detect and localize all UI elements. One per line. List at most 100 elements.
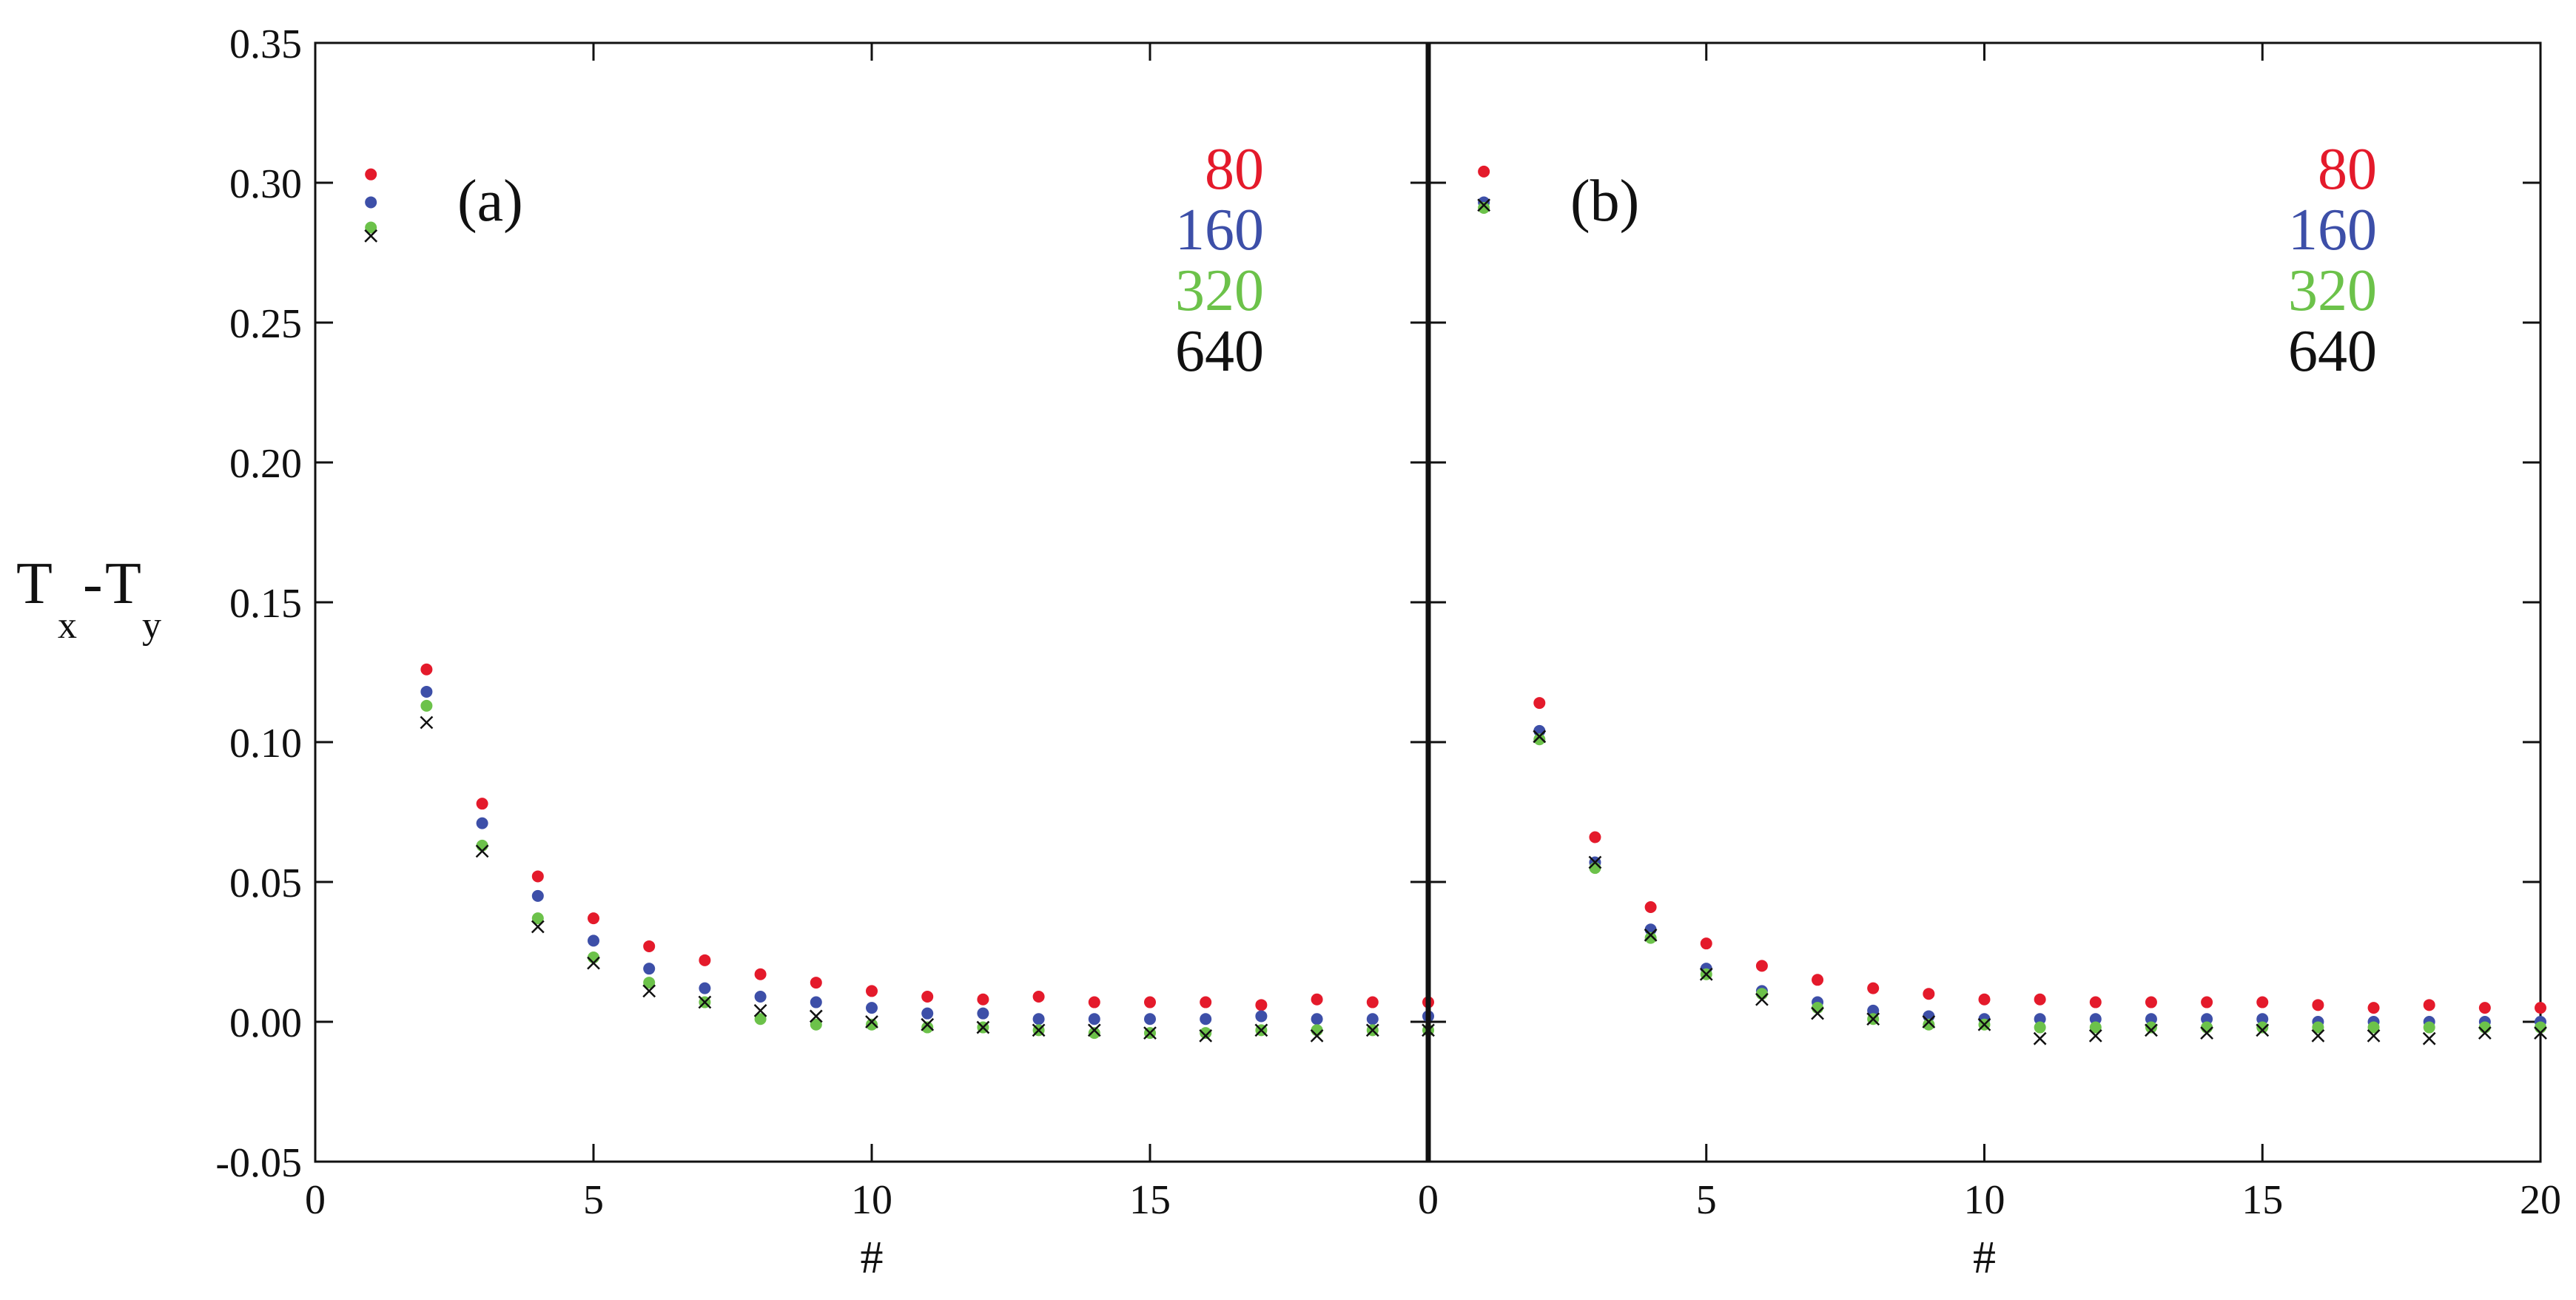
data-point (2534, 1026, 2547, 1040)
data-point (588, 952, 599, 964)
data-point (1088, 996, 1100, 1008)
data-point (1533, 733, 1546, 746)
data-point (921, 1007, 934, 1020)
data-point (2478, 1026, 2492, 1040)
y-tick-label: -0.05 (215, 1140, 302, 1186)
data-point (2312, 999, 2324, 1011)
data-point (2256, 1013, 2269, 1025)
data-point (1812, 974, 1824, 986)
data-point (1644, 932, 1657, 944)
data-point (1811, 1006, 1824, 1020)
legend-entry: 320 (2288, 258, 2377, 323)
data-point (2145, 996, 2157, 1008)
data-point (1255, 1010, 1268, 1023)
data-point (976, 1020, 990, 1034)
data-point (2256, 996, 2269, 1008)
data-point (476, 817, 488, 829)
y-axis-title-sub1: x (58, 604, 77, 647)
data-point (2034, 1021, 2046, 1034)
data-point (1977, 1017, 1991, 1031)
data-point (1199, 1029, 1213, 1043)
data-point (754, 1013, 767, 1025)
x-tick-label: 10 (1964, 1177, 2005, 1223)
data-point (2312, 1021, 2324, 1034)
y-tick-label: 0.20 (229, 441, 302, 487)
data-point (2089, 996, 2102, 1008)
data-point (810, 996, 822, 1008)
x-tick-label: 10 (851, 1177, 892, 1223)
panel-label: (b) (1570, 169, 1639, 234)
y-tick-label: 0.25 (229, 301, 302, 347)
data-point (2200, 1026, 2213, 1040)
legend-entry: 160 (1175, 198, 1264, 263)
data-point (531, 870, 544, 883)
data-point (1978, 993, 1991, 1006)
data-point (475, 844, 489, 858)
data-point (2423, 999, 2435, 1011)
data-point (921, 1017, 935, 1031)
data-point (698, 995, 712, 1009)
data-point (1255, 999, 1268, 1011)
x-tick-label: 5 (1696, 1177, 1717, 1223)
data-point (921, 990, 934, 1003)
data-point (754, 968, 767, 980)
data-point (2422, 1031, 2436, 1045)
data-point (365, 196, 377, 209)
data-point (1143, 1026, 1157, 1040)
data-point (2367, 1021, 2380, 1034)
data-point (420, 685, 433, 698)
data-point (1477, 198, 1491, 212)
data-point (2089, 1021, 2102, 1034)
y-tick-label: 0.35 (229, 21, 302, 67)
data-point (1087, 1023, 1101, 1037)
y-tick-label: 0.10 (229, 721, 302, 767)
data-point (1867, 982, 1880, 994)
legend-entry: 320 (1175, 258, 1264, 323)
data-point (643, 940, 656, 952)
data-point (2478, 1021, 2491, 1034)
data-point (2478, 1002, 2491, 1014)
data-point (1144, 996, 1156, 1008)
data-point (2034, 1013, 2046, 1025)
data-point (476, 798, 488, 810)
data-point (977, 1007, 989, 1020)
data-point (1755, 992, 1769, 1006)
data-point (2089, 1013, 2102, 1025)
x-tick-label: 15 (2242, 1177, 2283, 1223)
data-point (1310, 1029, 1324, 1043)
data-point (2535, 1021, 2546, 1034)
data-point (1866, 1012, 1880, 1026)
x-axis-title: # (861, 1233, 884, 1283)
data-point (420, 699, 433, 712)
data-point (1644, 928, 1658, 942)
data-point (699, 982, 711, 994)
data-point (476, 839, 488, 852)
data-point (921, 1021, 934, 1034)
data-point (1588, 855, 1602, 869)
x-axis-title: # (1973, 1233, 1996, 1283)
data-point (2088, 1029, 2102, 1043)
data-point (2201, 996, 2213, 1008)
data-point (643, 977, 656, 989)
data-point (531, 912, 544, 925)
data-point (1533, 730, 1547, 744)
data-point (866, 1018, 878, 1031)
x-tick-label: 0 (1418, 1177, 1439, 1223)
data-point (1144, 1013, 1156, 1025)
y-axis-title-main2: T (105, 551, 141, 616)
data-point (699, 954, 711, 966)
y-tick-label: 0.30 (229, 161, 302, 207)
y-tick-label: 0.05 (229, 861, 302, 906)
x-tick-label: 20 (2520, 1177, 2561, 1223)
data-point (1032, 1013, 1045, 1025)
data-point (2145, 1023, 2158, 1037)
data-point (1088, 1027, 1100, 1040)
legend-entry: 160 (2288, 198, 2377, 263)
data-point (2033, 1031, 2047, 1045)
data-point (1200, 1013, 1212, 1025)
data-point (2145, 1013, 2157, 1025)
data-point (1755, 988, 1768, 1000)
data-point (1478, 202, 1490, 215)
